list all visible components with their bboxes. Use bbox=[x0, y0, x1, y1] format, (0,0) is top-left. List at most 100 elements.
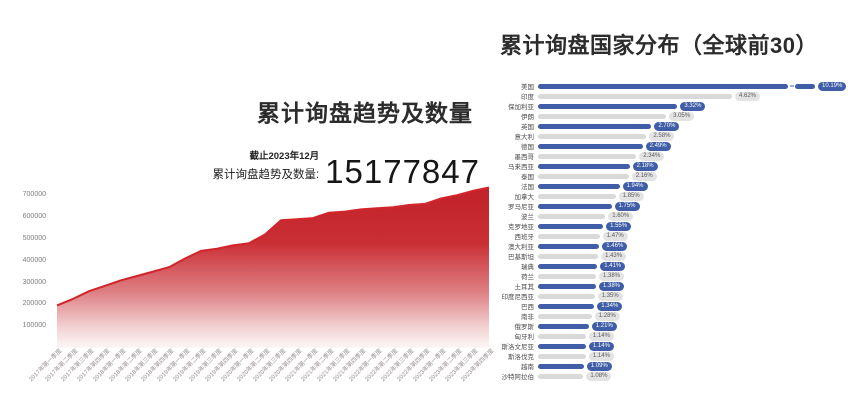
country-bar bbox=[538, 353, 586, 359]
country-bar bbox=[538, 203, 612, 209]
country-bar bbox=[538, 173, 629, 179]
country-label: 波兰 bbox=[521, 214, 534, 221]
bar-row: 巴西 1.34% bbox=[488, 301, 852, 311]
country-label: 西班牙 bbox=[514, 234, 535, 241]
trend-line bbox=[56, 186, 490, 307]
country-label: 南非 bbox=[521, 314, 534, 321]
country-bar bbox=[538, 213, 606, 219]
bar-row: 泰国 2.16% bbox=[488, 171, 852, 181]
country-label: 加拿大 bbox=[514, 194, 535, 201]
value-badge: 1.94% bbox=[622, 181, 648, 191]
country-bar bbox=[538, 113, 667, 119]
country-label: 马来西亚 bbox=[508, 164, 534, 171]
country-bar-chart: 美国 10.19% 印度 4.62% 保加利亚 3.32% 伊朗 3.05% 英国 2.70% 意大… bbox=[488, 81, 852, 381]
y-axis-tick-label: 200000 bbox=[22, 300, 46, 308]
value-badge: 2.58% bbox=[649, 131, 675, 141]
as-of-date-label: 截止2023年12月 bbox=[249, 151, 320, 162]
value-badge: 2.70% bbox=[654, 121, 680, 131]
country-bar bbox=[538, 143, 643, 149]
bar-row: 印度 4.62% bbox=[488, 91, 852, 101]
country-label: 克罗地亚 bbox=[508, 224, 534, 231]
country-label: 澳大利亚 bbox=[508, 244, 534, 251]
bar-row: 瑞典 1.41% bbox=[488, 261, 852, 271]
value-badge: 3.05% bbox=[669, 111, 695, 121]
value-badge: 1.60% bbox=[608, 211, 634, 221]
country-label: 巴基斯坦 bbox=[508, 254, 534, 261]
country-bar bbox=[538, 163, 630, 169]
bar-row: 沙特阿拉伯 1.08% bbox=[488, 371, 852, 381]
value-badge: 1.35% bbox=[597, 291, 623, 301]
country-bar bbox=[538, 223, 604, 229]
country-bar bbox=[538, 233, 600, 239]
country-label: 英国 bbox=[521, 124, 534, 131]
value-badge: 1.21% bbox=[591, 321, 617, 331]
total-inquiries-value: 15177847 bbox=[325, 153, 480, 191]
bar-row: 法国 1.94% bbox=[488, 181, 852, 191]
bar-row: 英国 2.70% bbox=[488, 121, 852, 131]
value-badge: 1.85% bbox=[618, 191, 644, 201]
country-bar bbox=[538, 263, 598, 269]
country-label: 越南 bbox=[521, 364, 534, 371]
y-axis-tick-label: 500000 bbox=[22, 234, 46, 242]
bar-row: 匈牙利 1.14% bbox=[488, 331, 852, 341]
value-badge: 2.18% bbox=[632, 161, 658, 171]
country-label: 意大利 bbox=[514, 134, 535, 141]
bar-row: 西班牙 1.47% bbox=[488, 231, 852, 241]
country-label: 罗马尼亚 bbox=[508, 204, 534, 211]
country-label: 印度尼西亚 bbox=[501, 294, 535, 301]
country-label: 墨西哥 bbox=[514, 154, 535, 161]
axis-break-icon bbox=[788, 85, 795, 87]
trend-stat: 截止2023年12月 累计询盘趋势及数量: 15177847 bbox=[120, 148, 480, 191]
value-badge: 1.14% bbox=[588, 351, 614, 361]
bar-row: 南非 1.28% bbox=[488, 311, 852, 321]
country-bar bbox=[538, 363, 584, 369]
country-label: 瑞典 bbox=[521, 264, 534, 271]
country-bar bbox=[538, 153, 637, 159]
value-badge: 1.34% bbox=[597, 301, 623, 311]
trend-area-fill bbox=[57, 187, 489, 348]
value-badge: 2.34% bbox=[639, 151, 665, 161]
value-badge: 1.14% bbox=[588, 331, 614, 341]
country-bar bbox=[538, 293, 595, 299]
country-bar bbox=[538, 183, 620, 189]
country-bar bbox=[538, 283, 596, 289]
country-label: 斯洛文尼亚 bbox=[501, 344, 535, 351]
y-axis-tick-label: 700000 bbox=[22, 191, 46, 199]
country-label: 巴西 bbox=[521, 304, 534, 311]
value-badge: 3.32% bbox=[680, 101, 706, 111]
bar-row: 加拿大 1.85% bbox=[488, 191, 852, 201]
y-axis-tick-label: 600000 bbox=[22, 213, 46, 221]
country-bar bbox=[538, 253, 599, 259]
y-axis-tick-label: 300000 bbox=[22, 278, 46, 286]
country-bar bbox=[538, 83, 788, 89]
country-label: 美国 bbox=[521, 84, 534, 91]
bar-row: 保加利亚 3.32% bbox=[488, 101, 852, 111]
country-label: 土耳其 bbox=[514, 284, 535, 291]
value-badge: 1.47% bbox=[602, 231, 628, 241]
country-label: 泰国 bbox=[521, 174, 534, 181]
bar-row: 斯洛伐克 1.14% bbox=[488, 351, 852, 361]
value-badge: 1.55% bbox=[606, 221, 632, 231]
country-label: 法国 bbox=[521, 184, 534, 191]
bar-row: 澳大利亚 1.46% bbox=[488, 241, 852, 251]
bar-row: 土耳其 1.38% bbox=[488, 281, 852, 291]
country-bar-overflow-segment bbox=[795, 83, 815, 89]
country-bar bbox=[538, 323, 589, 329]
country-label: 伊朗 bbox=[521, 114, 534, 121]
value-badge: 4.62% bbox=[735, 91, 761, 101]
bar-row: 印度尼西亚 1.35% bbox=[488, 291, 852, 301]
country-bar bbox=[538, 313, 592, 319]
bar-row: 意大利 2.58% bbox=[488, 131, 852, 141]
bar-row: 越南 1.09% bbox=[488, 361, 852, 371]
value-badge: 2.49% bbox=[645, 141, 671, 151]
bar-row: 俄罗斯 1.21% bbox=[488, 321, 852, 331]
country-label: 斯洛伐克 bbox=[508, 354, 534, 361]
country-bar bbox=[538, 93, 732, 99]
bar-row: 罗马尼亚 1.75% bbox=[488, 201, 852, 211]
bar-row: 墨西哥 2.34% bbox=[488, 151, 852, 161]
value-badge: 1.14% bbox=[588, 341, 614, 351]
country-bar bbox=[538, 193, 616, 199]
y-axis-tick-label: 400000 bbox=[22, 256, 46, 264]
bar-row: 伊朗 3.05% bbox=[488, 111, 852, 121]
country-label: 沙特阿拉伯 bbox=[501, 374, 535, 381]
